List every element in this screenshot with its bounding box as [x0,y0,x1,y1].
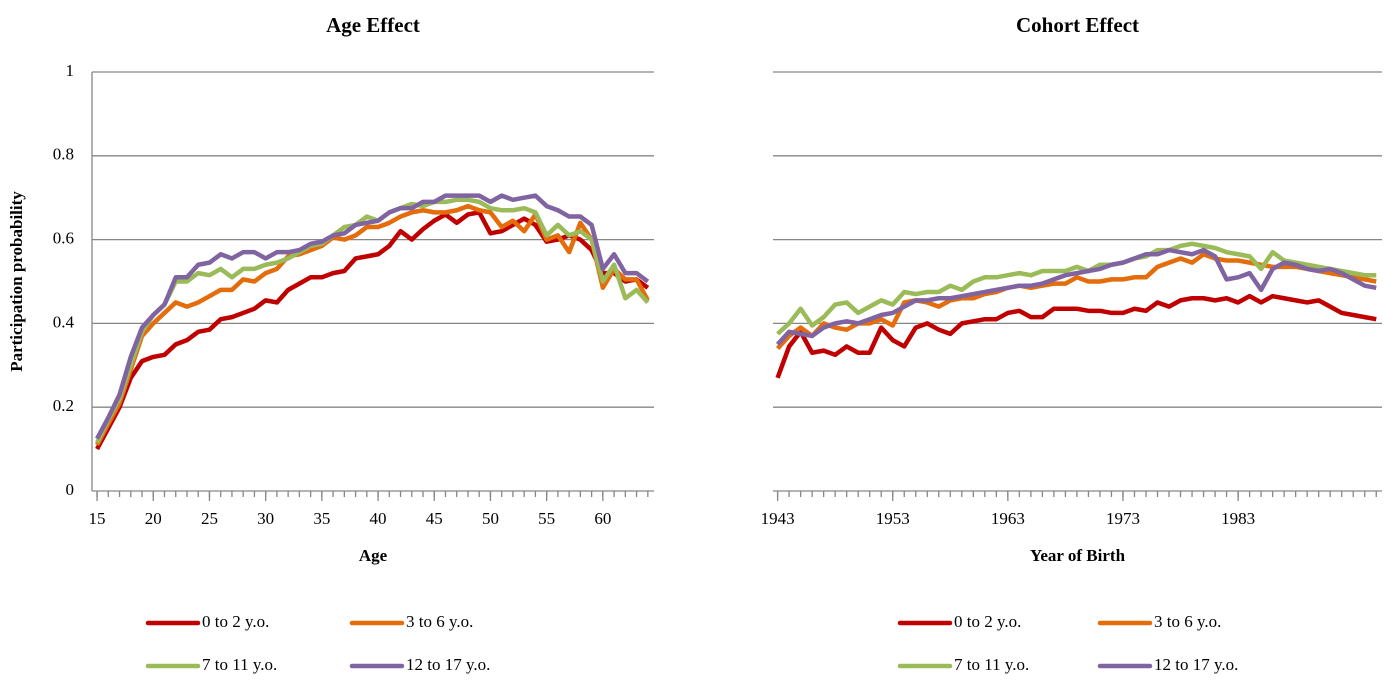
y-tick-label: 0.2 [53,396,74,415]
x-tick-label: 1973 [1106,509,1140,528]
x-tick-label: 30 [257,509,274,528]
y-tick-label: 0.6 [53,229,74,248]
x-tick-label: 1953 [876,509,910,528]
legend-label: 0 to 2 y.o. [954,612,1021,631]
chart-title: Age Effect [326,13,420,37]
x-axis-label: Age [359,546,388,565]
legend-label: 12 to 17 y.o. [1154,655,1238,674]
data-line [776,241,1377,336]
legend-label: 0 to 2 y.o. [202,612,269,631]
legend-label: 7 to 11 y.o. [954,655,1029,674]
y-tick-label: 1 [66,61,75,80]
y-tick-label: 0 [66,480,75,499]
legend-label: 3 to 6 y.o. [1154,612,1221,631]
data-line [775,247,1377,346]
y-tick-label: 0.4 [53,312,75,331]
x-tick-label: 20 [145,509,162,528]
x-tick-label: 35 [313,509,330,528]
data-line [775,293,1377,379]
x-tick-label: 50 [482,509,499,528]
y-tick-label: 0.8 [53,145,74,164]
x-tick-label: 60 [594,509,611,528]
x-tick-label: 1943 [761,509,795,528]
x-tick-label: 25 [201,509,218,528]
data-line [95,203,650,446]
legend-label: 7 to 11 y.o. [202,655,277,674]
x-tick-label: 55 [538,509,555,528]
x-tick-label: 40 [370,509,387,528]
chart-title: Cohort Effect [1016,13,1139,37]
data-line [95,197,650,444]
x-axis-label: Year of Birth [1030,546,1126,565]
x-tick-label: 1963 [991,509,1025,528]
x-tick-label: 15 [89,509,106,528]
data-line [95,210,650,451]
legend-label: 3 to 6 y.o. [406,612,473,631]
x-tick-label: 45 [426,509,443,528]
y-axis-label: Participation probability [7,191,26,372]
data-line [95,193,650,440]
x-tick-label: 1983 [1221,509,1255,528]
legend-label: 12 to 17 y.o. [406,655,490,674]
